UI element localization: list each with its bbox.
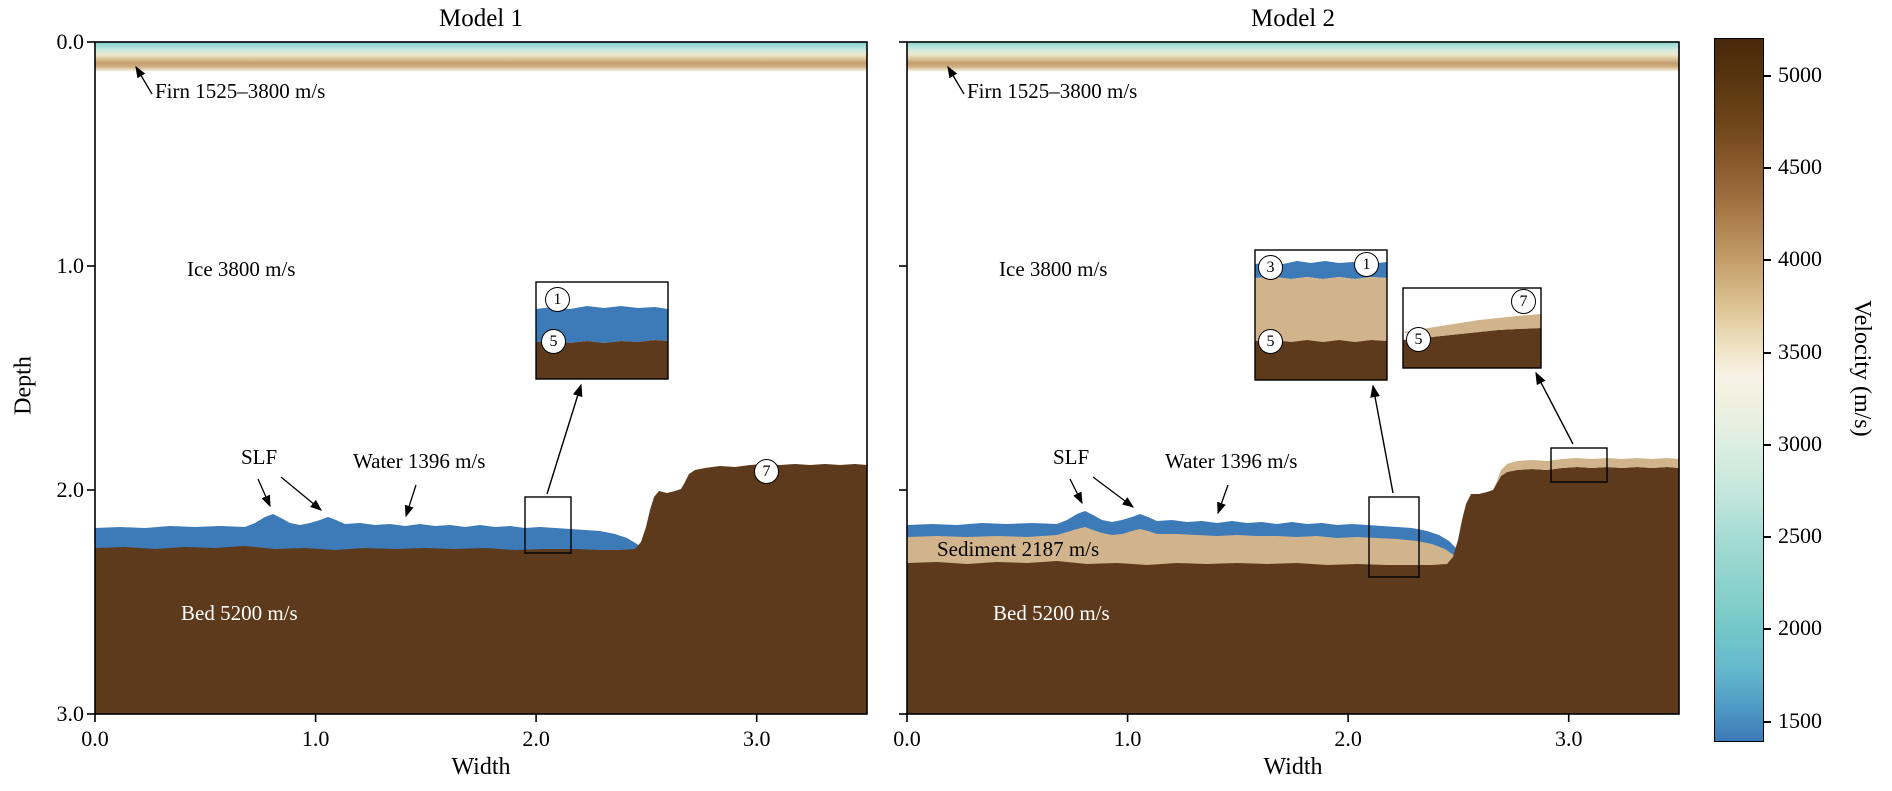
colorbar-tick [1763, 167, 1771, 169]
y-tick-label: 3.0 [56, 701, 85, 726]
zoom-source-rect [524, 496, 572, 554]
colorbar-tick-label: 4500 [1778, 154, 1822, 179]
x-tick-label: 1.0 [1113, 726, 1142, 751]
colorbar-axis-label: Velocity (m/s) [1849, 300, 1875, 437]
colorbar-tick [1763, 444, 1771, 446]
bed-label: Bed 5200 m/s [181, 601, 298, 625]
x-tick-label: 3.0 [742, 726, 771, 751]
colorbar-tick-label: 4000 [1778, 246, 1822, 271]
firn-label: Firn 1525–3800 m/s [155, 79, 326, 103]
inset-interface-5-badge: 5 [541, 329, 566, 354]
inset-b-interface-5-badge: 5 [1406, 327, 1431, 352]
annotation-arrows [135, 65, 417, 518]
inset-a-interface-3-badge: 3 [1258, 255, 1283, 280]
colorbar-tick-label: 3500 [1778, 339, 1822, 364]
firn-band [907, 42, 1679, 72]
inset-a-interface-5-badge: 5 [1258, 329, 1283, 354]
interface-7-badge: 7 [754, 459, 779, 484]
x-axis-label: Width [1263, 754, 1323, 780]
zoom-connector-arrow-b [1535, 371, 1574, 445]
ice-label: Ice 3800 m/s [187, 257, 296, 281]
y-tick-label: 2.0 [56, 477, 85, 502]
panel-1-title: Model 1 [438, 5, 524, 32]
firn-label: Firn 1525–3800 m/s [967, 79, 1138, 103]
colorbar-tick-label: 2000 [1778, 615, 1822, 640]
colorbar-tick [1763, 259, 1771, 261]
colorbar-tick-label: 3000 [1778, 431, 1822, 456]
x-tick-label: 2.0 [1334, 726, 1362, 751]
zoom-source-rect-a [1368, 496, 1420, 578]
colorbar-tick-label: 1500 [1778, 708, 1822, 733]
bed-label: Bed 5200 m/s [993, 601, 1110, 625]
colorbar-tick [1763, 75, 1771, 77]
annotation-arrows [947, 65, 1229, 515]
colorbar-tick [1763, 536, 1771, 538]
plot-frame [94, 41, 868, 715]
y-tick-label: 0.0 [56, 29, 85, 54]
inset-b-interface-7-badge: 7 [1511, 289, 1536, 314]
colorbar-tick [1763, 721, 1771, 723]
sediment-label: Sediment 2187 m/s [937, 537, 1100, 561]
firn-band [95, 42, 867, 72]
x-tick-label: 3.0 [1554, 726, 1583, 751]
x-tick-label: 0.0 [893, 726, 921, 751]
colorbar-tick-label: 5000 [1778, 62, 1822, 87]
y-axis-label: Depth [10, 356, 37, 415]
slf-label: SLF [241, 445, 278, 469]
axis-ticks [87, 41, 758, 722]
cross-section-model-2 [899, 41, 1680, 722]
slf-label: SLF [1053, 445, 1090, 469]
water-label: Water 1396 m/s [1165, 449, 1298, 473]
zoom-inset [535, 281, 669, 380]
inset-a-interface-1-badge: 1 [1354, 252, 1379, 277]
colorbar-tick [1763, 628, 1771, 630]
ice-label: Ice 3800 m/s [999, 257, 1108, 281]
cross-section-model-1 [87, 41, 868, 722]
zoom-source-rect-b [1550, 447, 1608, 483]
zoom-connector-arrow [546, 383, 583, 495]
bed-layer [907, 467, 1679, 714]
panel-2-title: Model 2 [1250, 5, 1336, 32]
panel-model-1: Model 1 [81, 5, 868, 780]
colorbar-tick-label: 2500 [1778, 523, 1822, 548]
velocity-colorbar [1714, 38, 1764, 742]
x-tick-label: 2.0 [522, 726, 550, 751]
y-tick-label: 1.0 [56, 253, 85, 278]
water-label: Water 1396 m/s [353, 449, 486, 473]
colorbar-tick [1763, 352, 1771, 354]
zoom-connector-arrow-a [1370, 384, 1394, 494]
axis-ticks [899, 41, 1570, 722]
inset-interface-1-badge: 1 [545, 287, 570, 312]
x-tick-label: 0.0 [81, 726, 109, 751]
x-tick-label: 1.0 [301, 726, 330, 751]
panel-model-2: Model 2 [893, 5, 1680, 780]
bed-layer [95, 464, 867, 714]
x-axis-label: Width [451, 754, 511, 780]
plot-frame [906, 41, 1680, 715]
zoom-inset-b [1402, 287, 1542, 369]
sediment-drape [1493, 458, 1679, 490]
